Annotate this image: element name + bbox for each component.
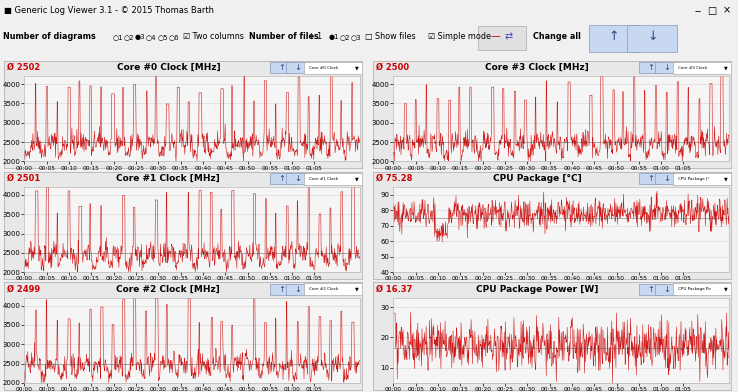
Text: ↓: ↓ — [294, 174, 301, 183]
Text: ‒: ‒ — [694, 6, 700, 16]
FancyBboxPatch shape — [303, 172, 364, 185]
Text: —: — — [490, 31, 500, 42]
Text: ↓: ↓ — [663, 285, 670, 294]
Text: ↑: ↑ — [609, 30, 619, 43]
Text: ↑: ↑ — [647, 174, 654, 183]
Text: Ø 2499: Ø 2499 — [7, 285, 40, 294]
Text: Core #1 Clock: Core #1 Clock — [308, 176, 339, 181]
Text: ⇄: ⇄ — [504, 31, 512, 42]
FancyBboxPatch shape — [303, 62, 364, 74]
FancyBboxPatch shape — [655, 62, 677, 73]
Text: Number of diagrams: Number of diagrams — [3, 32, 96, 41]
FancyBboxPatch shape — [286, 62, 308, 73]
FancyBboxPatch shape — [286, 284, 308, 295]
Text: ↑: ↑ — [278, 285, 285, 294]
Text: ▼: ▼ — [355, 287, 359, 292]
Text: ↑: ↑ — [647, 63, 654, 72]
FancyBboxPatch shape — [270, 173, 292, 184]
FancyBboxPatch shape — [672, 172, 733, 185]
FancyBboxPatch shape — [655, 173, 677, 184]
Text: ↓: ↓ — [294, 285, 301, 294]
FancyBboxPatch shape — [639, 173, 661, 184]
FancyBboxPatch shape — [478, 26, 526, 50]
Text: □: □ — [708, 6, 717, 16]
Text: Number of files: Number of files — [249, 32, 320, 41]
Text: ▼: ▼ — [724, 287, 728, 292]
FancyBboxPatch shape — [286, 173, 308, 184]
Text: ▼: ▼ — [724, 176, 728, 181]
Text: Core #0 Clock [MHz]: Core #0 Clock [MHz] — [117, 63, 220, 72]
Text: ●1: ●1 — [328, 34, 339, 40]
Text: □ Show files: □ Show files — [365, 32, 416, 41]
Text: CPU Package [°: CPU Package [° — [677, 176, 709, 181]
Text: Core #2 Clock: Core #2 Clock — [308, 287, 339, 291]
FancyBboxPatch shape — [627, 25, 677, 52]
Text: ○1: ○1 — [112, 34, 123, 40]
Text: ○6: ○6 — [168, 34, 179, 40]
Text: Ø 2502: Ø 2502 — [7, 63, 40, 72]
FancyBboxPatch shape — [270, 284, 292, 295]
Text: Core #3 Clock: Core #3 Clock — [677, 66, 708, 70]
Text: ↑: ↑ — [278, 174, 285, 183]
Text: ↑: ↑ — [278, 63, 285, 72]
Text: ○5: ○5 — [157, 34, 168, 40]
Text: Core #2 Clock [MHz]: Core #2 Clock [MHz] — [117, 285, 220, 294]
Text: Core #0 Clock: Core #0 Clock — [308, 66, 339, 70]
Text: ×: × — [723, 6, 731, 16]
FancyBboxPatch shape — [655, 284, 677, 295]
Text: ■ Generic Log Viewer 3.1 - © 2015 Thomas Barth: ■ Generic Log Viewer 3.1 - © 2015 Thomas… — [4, 6, 214, 15]
Text: ☑ Two columns: ☑ Two columns — [183, 32, 244, 41]
Text: ↓: ↓ — [294, 63, 301, 72]
Text: ☑ Simple mode: ☑ Simple mode — [428, 32, 491, 41]
Text: CPU Package Po: CPU Package Po — [677, 287, 711, 291]
Text: Core #3 Clock [MHz]: Core #3 Clock [MHz] — [486, 63, 589, 72]
FancyBboxPatch shape — [672, 283, 733, 296]
Text: ○2: ○2 — [123, 34, 134, 40]
FancyBboxPatch shape — [589, 25, 639, 52]
Text: ▼: ▼ — [724, 65, 728, 70]
Text: ↓: ↓ — [663, 63, 670, 72]
Text: ▼: ▼ — [355, 65, 359, 70]
Text: Ø 2500: Ø 2500 — [376, 63, 409, 72]
Text: ●3: ●3 — [134, 34, 145, 40]
Text: ↓: ↓ — [663, 174, 670, 183]
Text: CPU Package [°C]: CPU Package [°C] — [493, 174, 582, 183]
Text: Ø 2501: Ø 2501 — [7, 174, 40, 183]
Text: ○2: ○2 — [339, 34, 350, 40]
FancyBboxPatch shape — [303, 283, 364, 296]
Text: Ø 16.37: Ø 16.37 — [376, 285, 412, 294]
Text: Core #1 Clock [MHz]: Core #1 Clock [MHz] — [117, 174, 220, 183]
Text: ○3: ○3 — [351, 34, 361, 40]
Text: ○4: ○4 — [146, 34, 156, 40]
Text: ↓: ↓ — [647, 30, 658, 43]
Text: + 1: + 1 — [308, 32, 323, 41]
Text: ▼: ▼ — [355, 176, 359, 181]
FancyBboxPatch shape — [672, 62, 733, 74]
FancyBboxPatch shape — [270, 62, 292, 73]
Text: CPU Package Power [W]: CPU Package Power [W] — [476, 285, 599, 294]
FancyBboxPatch shape — [639, 284, 661, 295]
FancyBboxPatch shape — [639, 62, 661, 73]
Text: Change all: Change all — [533, 32, 581, 41]
Text: ↑: ↑ — [647, 285, 654, 294]
Text: Ø 75.28: Ø 75.28 — [376, 174, 412, 183]
